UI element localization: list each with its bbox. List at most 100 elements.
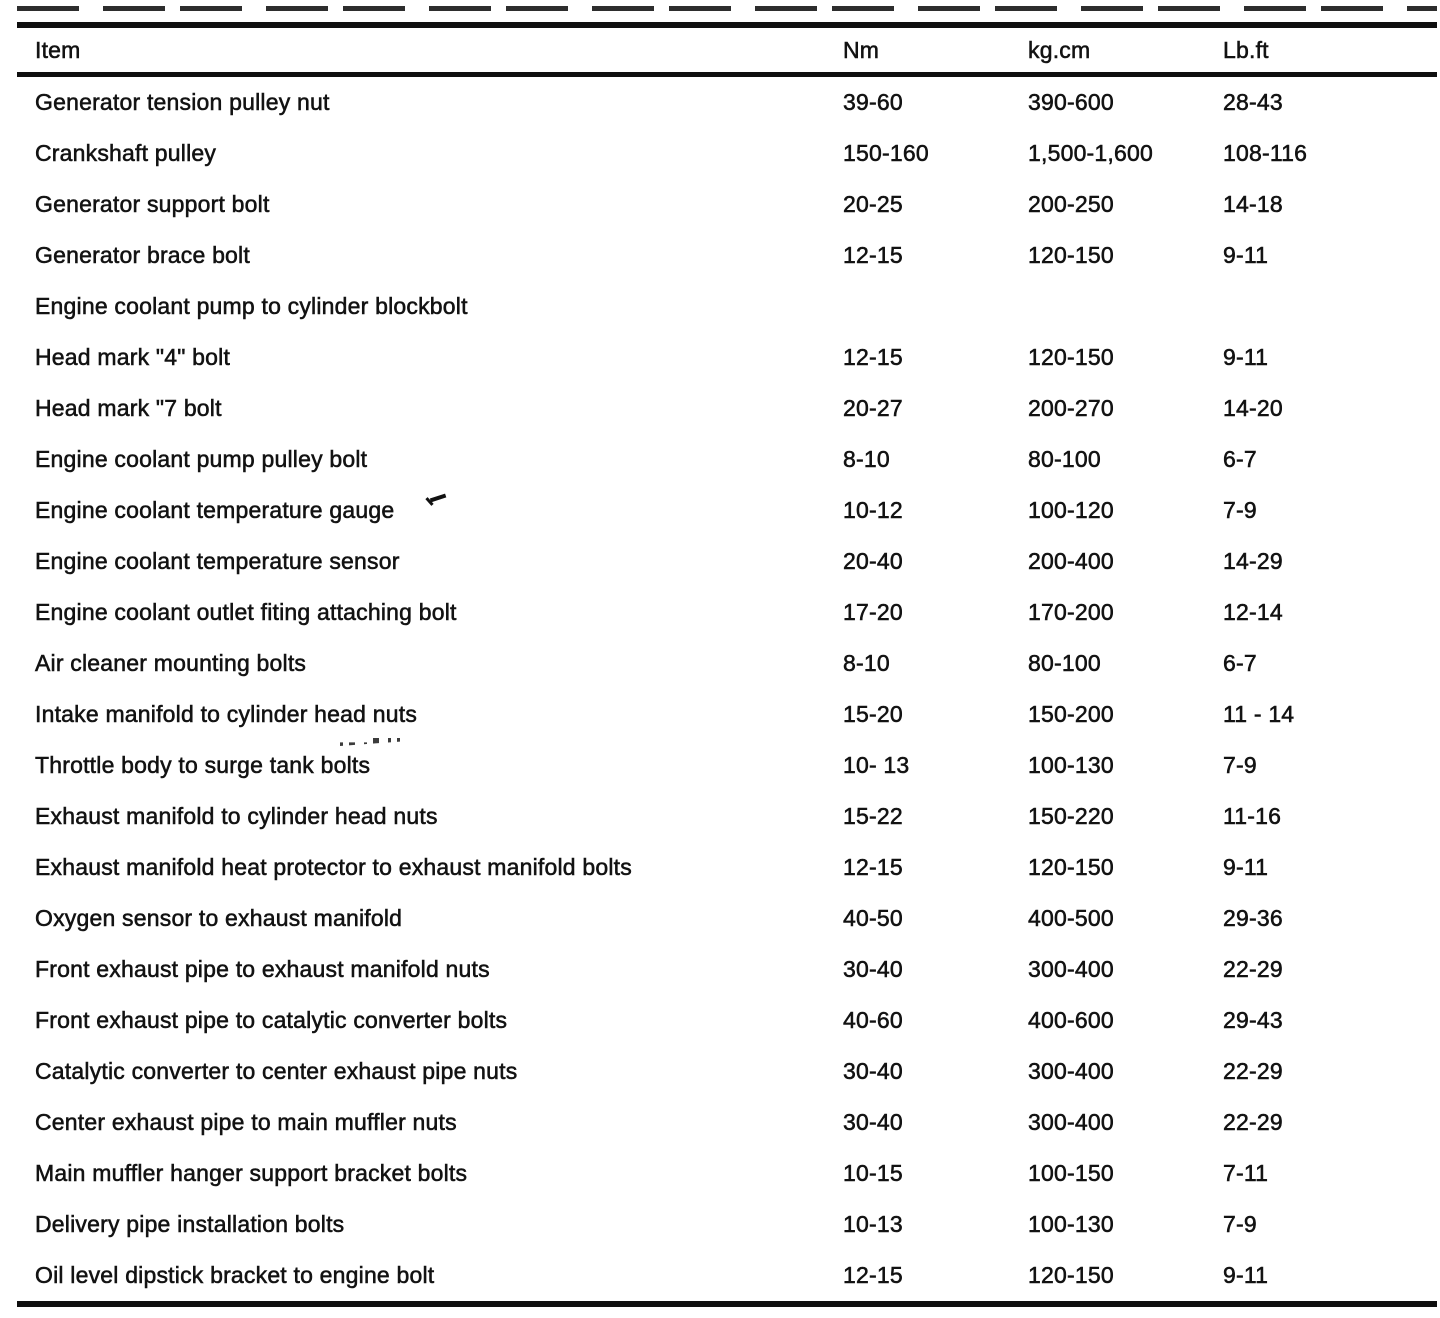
cell-nm: 17-20 bbox=[843, 599, 903, 626]
cell-item: Throttle body to surge tank bolts bbox=[35, 752, 371, 779]
cell-nm: 15-22 bbox=[843, 803, 903, 830]
cell-nm: 10- 13 bbox=[843, 752, 910, 779]
cell-item: Exhaust manifold to cylinder head nuts bbox=[35, 803, 438, 830]
header-row: Item Nm kg.cm Lb.ft bbox=[17, 25, 1437, 77]
cell-nm: 20-25 bbox=[843, 191, 903, 218]
cell-item: Exhaust manifold heat protector to exhau… bbox=[35, 854, 632, 881]
table-row: Engine coolant pump to cylinder blockbol… bbox=[17, 281, 1437, 332]
cell-item: Generator tension pulley nut bbox=[35, 89, 330, 116]
cell-nm: 40-60 bbox=[843, 1007, 903, 1034]
cell-item: Oxygen sensor to exhaust manifold bbox=[35, 905, 403, 932]
cell-nm: 8-10 bbox=[843, 650, 890, 677]
cell-item: Engine coolant temperature sensor bbox=[35, 548, 400, 575]
cell-kgcm: 80-100 bbox=[1028, 446, 1101, 473]
table-row: Front exhaust pipe to catalytic converte… bbox=[17, 995, 1437, 1046]
table-row: Head mark "4" bolt 12-15 120-150 9-11 bbox=[17, 332, 1437, 383]
cell-nm: 30-40 bbox=[843, 1058, 903, 1085]
cell-kgcm: 120-150 bbox=[1028, 344, 1114, 371]
cell-nm: 20-40 bbox=[843, 548, 903, 575]
cell-item: Center exhaust pipe to main muffler nuts bbox=[35, 1109, 457, 1136]
cell-item: Engine coolant outlet fiting attaching b… bbox=[35, 599, 457, 626]
cell-lbft: 9-11 bbox=[1223, 854, 1269, 881]
cell-item: Front exhaust pipe to exhaust manifold n… bbox=[35, 956, 490, 983]
cell-lbft: 108-116 bbox=[1223, 140, 1308, 167]
cell-kgcm: 200-250 bbox=[1028, 191, 1114, 218]
cell-lbft: 29-43 bbox=[1223, 1007, 1283, 1034]
cell-kgcm: 150-220 bbox=[1028, 803, 1114, 830]
cell-nm: 10-15 bbox=[843, 1160, 903, 1187]
cell-lbft: 12-14 bbox=[1223, 599, 1283, 626]
cell-nm: 8-10 bbox=[843, 446, 890, 473]
cell-lbft: 6-7 bbox=[1223, 446, 1257, 473]
cell-kgcm: 120-150 bbox=[1028, 1262, 1114, 1289]
table-row: Delivery pipe installation bolts 10-13 1… bbox=[17, 1199, 1437, 1250]
cell-kgcm: 80-100 bbox=[1028, 650, 1101, 677]
cell-lbft: 14-18 bbox=[1223, 191, 1283, 218]
cell-nm: 30-40 bbox=[843, 1109, 903, 1136]
cell-lbft: 14-20 bbox=[1223, 395, 1283, 422]
cell-kgcm: 120-150 bbox=[1028, 242, 1114, 269]
cell-item: Air cleaner mounting bolts bbox=[35, 650, 307, 677]
cell-lbft: 11-16 bbox=[1223, 803, 1282, 830]
cell-nm: 40-50 bbox=[843, 905, 903, 932]
table-row: Engine coolant temperature gauge 10-12 1… bbox=[17, 485, 1437, 536]
cell-nm: 12-15 bbox=[843, 1262, 903, 1289]
cell-item: Crankshaft pulley bbox=[35, 140, 217, 167]
table-row: Oxygen sensor to exhaust manifold 40-50 … bbox=[17, 893, 1437, 944]
table-row: Air cleaner mounting bolts 8-10 80-100 6… bbox=[17, 638, 1437, 689]
table-row: Generator support bolt 20-25 200-250 14-… bbox=[17, 179, 1437, 230]
cell-nm: 12-15 bbox=[843, 854, 903, 881]
cell-nm: 10-13 bbox=[843, 1211, 903, 1238]
cell-item: Engine coolant pump pulley bolt bbox=[35, 446, 368, 473]
cell-kgcm bbox=[1028, 281, 1223, 332]
table-row: Exhaust manifold heat protector to exhau… bbox=[17, 842, 1437, 893]
table-row: Engine coolant outlet fiting attaching b… bbox=[17, 587, 1437, 638]
cell-lbft: 22-29 bbox=[1223, 1058, 1283, 1085]
cell-item: Catalytic converter to center exhaust pi… bbox=[35, 1058, 518, 1085]
table-row: Intake manifold to cylinder head nuts 15… bbox=[17, 689, 1437, 740]
cell-nm: 12-15 bbox=[843, 242, 903, 269]
cell-nm: 10-12 bbox=[843, 497, 903, 524]
table-row: Catalytic converter to center exhaust pi… bbox=[17, 1046, 1437, 1097]
cell-nm: 39-60 bbox=[843, 89, 903, 116]
cell-kgcm: 100-130 bbox=[1028, 1211, 1114, 1238]
column-header-nm: Nm bbox=[843, 25, 1028, 77]
cell-kgcm: 200-400 bbox=[1028, 548, 1114, 575]
cell-item: Main muffler hanger support bracket bolt… bbox=[35, 1160, 468, 1187]
cell-lbft: 7-9 bbox=[1223, 497, 1257, 524]
cell-nm: 30-40 bbox=[843, 956, 903, 983]
cell-nm: 12-15 bbox=[843, 344, 903, 371]
cell-kgcm: 390-600 bbox=[1028, 89, 1114, 116]
cell-kgcm: 1,500-1,600 bbox=[1028, 140, 1153, 167]
torque-spec-table: Item Nm kg.cm Lb.ft Generator tension pu… bbox=[17, 22, 1437, 1307]
cell-lbft: 22-29 bbox=[1223, 956, 1283, 983]
cell-item: Delivery pipe installation bolts bbox=[35, 1211, 345, 1238]
cell-kgcm: 100-120 bbox=[1028, 497, 1114, 524]
cell-item: Engine coolant temperature gauge bbox=[35, 497, 395, 524]
cell-kgcm: 300-400 bbox=[1028, 1109, 1114, 1136]
cell-kgcm: 100-150 bbox=[1028, 1160, 1114, 1187]
table-row: Front exhaust pipe to exhaust manifold n… bbox=[17, 944, 1437, 995]
table-row: Engine coolant pump pulley bolt 8-10 80-… bbox=[17, 434, 1437, 485]
column-header-kgcm: kg.cm bbox=[1028, 25, 1223, 77]
table-row: Throttle body to surge tank bolts 10- 13… bbox=[17, 740, 1437, 791]
cell-item: Head mark "7 bolt bbox=[35, 395, 222, 422]
table-row: Main muffler hanger support bracket bolt… bbox=[17, 1148, 1437, 1199]
cell-nm: 15-20 bbox=[843, 701, 903, 728]
cell-kgcm: 170-200 bbox=[1028, 599, 1114, 626]
cell-nm: 20-27 bbox=[843, 395, 903, 422]
table-row: Generator tension pulley nut 39-60 390-6… bbox=[17, 75, 1437, 129]
scan-line-top bbox=[17, 6, 1437, 11]
cell-kgcm: 100-130 bbox=[1028, 752, 1114, 779]
table-row: Head mark "7 bolt 20-27 200-270 14-20 bbox=[17, 383, 1437, 434]
cell-lbft bbox=[1223, 281, 1437, 332]
cell-kgcm: 300-400 bbox=[1028, 1058, 1114, 1085]
cell-kgcm: 150-200 bbox=[1028, 701, 1114, 728]
table-row: Generator brace bolt 12-15 120-150 9-11 bbox=[17, 230, 1437, 281]
cell-lbft: 6-7 bbox=[1223, 650, 1257, 677]
cell-lbft: 22-29 bbox=[1223, 1109, 1283, 1136]
cell-lbft: 9-11 bbox=[1223, 1262, 1269, 1289]
cell-item: Intake manifold to cylinder head nuts bbox=[35, 701, 418, 728]
cell-lbft: 7-9 bbox=[1223, 752, 1257, 779]
